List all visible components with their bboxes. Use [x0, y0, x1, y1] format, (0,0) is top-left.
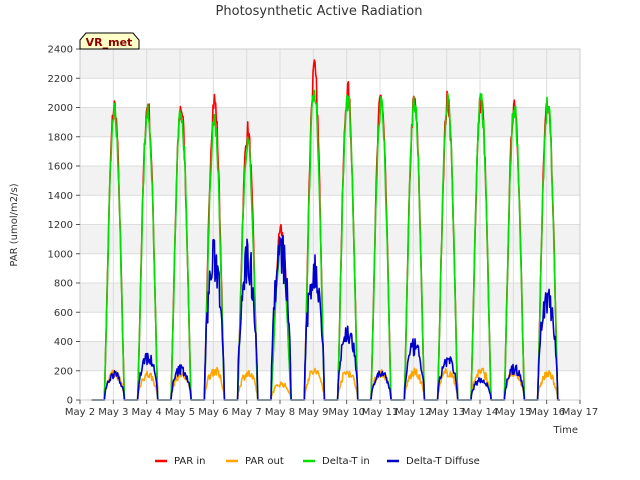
plot-band: [80, 166, 580, 196]
plot-band: [80, 136, 580, 166]
x-tick-label: May 13: [428, 407, 465, 418]
y-tick-label: 2000: [48, 103, 73, 114]
y-tick-label: 1600: [48, 162, 73, 173]
x-tick-label: May 14: [462, 407, 499, 418]
legend-item: Delta-T Diffuse: [387, 456, 480, 467]
badge-shape: [79, 32, 140, 50]
x-tick-label: May 5: [165, 407, 195, 418]
legend-item: PAR in: [155, 456, 205, 467]
x-tick-label: May 8: [265, 407, 295, 418]
x-tick-label: May 15: [495, 407, 532, 418]
legend-label: PAR out: [245, 456, 284, 467]
x-tick-label: May 12: [395, 407, 432, 418]
plot-band: [80, 370, 580, 400]
y-tick-label: 1800: [48, 132, 73, 143]
x-tick-label: May 9: [298, 407, 328, 418]
plot-background: [80, 49, 580, 400]
plot-band: [80, 341, 580, 371]
site-badge: VR_met: [79, 32, 140, 50]
x-tick-label: May 16: [528, 407, 565, 418]
legend-item: PAR out: [226, 456, 284, 467]
plot-band: [80, 195, 580, 225]
legend: PAR in PAR out Delta-T in Delta-T Diffuse: [155, 456, 480, 467]
plot-band: [80, 107, 580, 137]
legend-label: Delta-T Diffuse: [406, 456, 480, 467]
x-tick-label: May 7: [232, 407, 262, 418]
y-tick-label: 600: [54, 308, 73, 319]
y-tick-label: 1000: [48, 249, 73, 260]
x-tick-label: May 11: [362, 407, 399, 418]
y-tick-label: 2200: [48, 74, 73, 85]
legend-item: Delta-T in: [303, 456, 370, 467]
y-tick-label: 1400: [48, 191, 73, 202]
y-axis-label: PAR (umol/m2/s): [9, 183, 20, 266]
legend-label: Delta-T in: [322, 456, 370, 467]
y-tick-label: 400: [54, 337, 73, 348]
x-axis-label: Time: [553, 425, 578, 436]
chart-title: Photosynthetic Active Radiation: [216, 4, 423, 19]
x-tick-label: May 10: [328, 407, 365, 418]
x-tick-label: May 17: [562, 407, 599, 418]
legend-label: PAR in: [174, 456, 205, 467]
x-tick-label: May 2: [65, 407, 95, 418]
x-tick-label: May 4: [132, 407, 162, 418]
y-tick-label: 200: [54, 366, 73, 377]
y-axis-ticks: 0 200 400 600 800 1000 1200 1400 1600 1800 2000 220…: [48, 45, 80, 407]
x-tick-label: May 6: [198, 407, 228, 418]
y-tick-label: 2400: [48, 45, 73, 56]
plot-band: [80, 253, 580, 283]
plot-band: [80, 78, 580, 108]
y-tick-label: 1200: [48, 220, 73, 231]
x-tick-label: May 3: [98, 407, 128, 418]
badge-label: VR_met: [86, 36, 133, 49]
plot-band: [80, 312, 580, 342]
x-axis-ticks: May 2 May 3 May 4 May 5 May 6 May 7 May 8 May 9…: [65, 400, 598, 418]
plot-band: [80, 49, 580, 79]
plot-band: [80, 224, 580, 254]
y-tick-label: 0: [67, 396, 73, 407]
y-tick-label: 800: [54, 279, 73, 290]
plot-band: [80, 283, 580, 313]
